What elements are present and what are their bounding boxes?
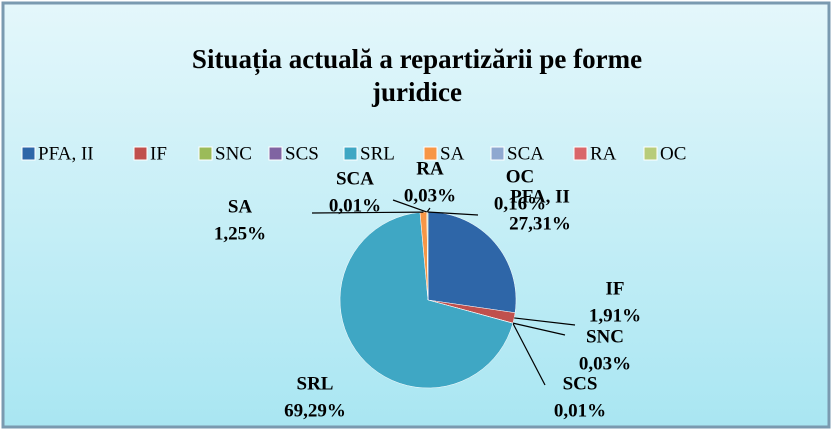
legend-label: IF [150,143,167,164]
leader-line [512,322,546,386]
legend-label: PFA, II [38,143,94,164]
legend-label: SRL [360,143,395,164]
slice-value: 69,29% [284,400,346,421]
slice-value: 1,91% [589,305,641,326]
slice-name: SA [228,196,253,217]
slice-value: 0,16% [494,193,546,214]
leader-line [514,317,576,326]
slice-name: SRL [297,373,334,394]
slice-name: PFA, II [510,186,570,207]
pie-slice [339,212,514,389]
legend-swatch [268,146,283,161]
legend-label: RA [590,143,617,164]
slice-value: 0,01% [554,400,606,421]
legend-label: SNC [215,143,252,164]
slice-name: SCS [563,373,598,394]
legend-swatch [573,146,588,161]
slice-value: 1,25% [214,223,266,244]
slice-value: 0,01% [329,195,381,216]
slice-name: SCA [336,168,374,189]
slice-value: 27,31% [509,213,571,234]
leader-line [426,207,431,213]
slice-name: RA [416,158,444,179]
legend-swatch [198,146,213,161]
slice-name: OC [506,166,535,187]
legend-label: SCS [285,143,319,164]
legend-swatch [343,146,358,161]
slice-name: IF [606,278,625,299]
legend-label: OC [660,143,686,164]
slice-value: 0,03% [579,353,631,374]
chart-title: Situația actuală a repartizării pe forme… [192,44,642,107]
leader-line [427,211,479,216]
leader-line [311,211,424,214]
leader-line [512,322,566,336]
slice-value: 0,03% [404,185,456,206]
legend-label: SCA [507,143,544,164]
legend-swatch [423,146,438,161]
legend-swatch [21,146,36,161]
legend-swatch [490,146,505,161]
legend-label: SA [440,143,465,164]
leader-line [392,199,428,213]
legend-swatch [133,146,148,161]
legend-swatch [643,146,658,161]
slice-name: SNC [586,326,624,347]
